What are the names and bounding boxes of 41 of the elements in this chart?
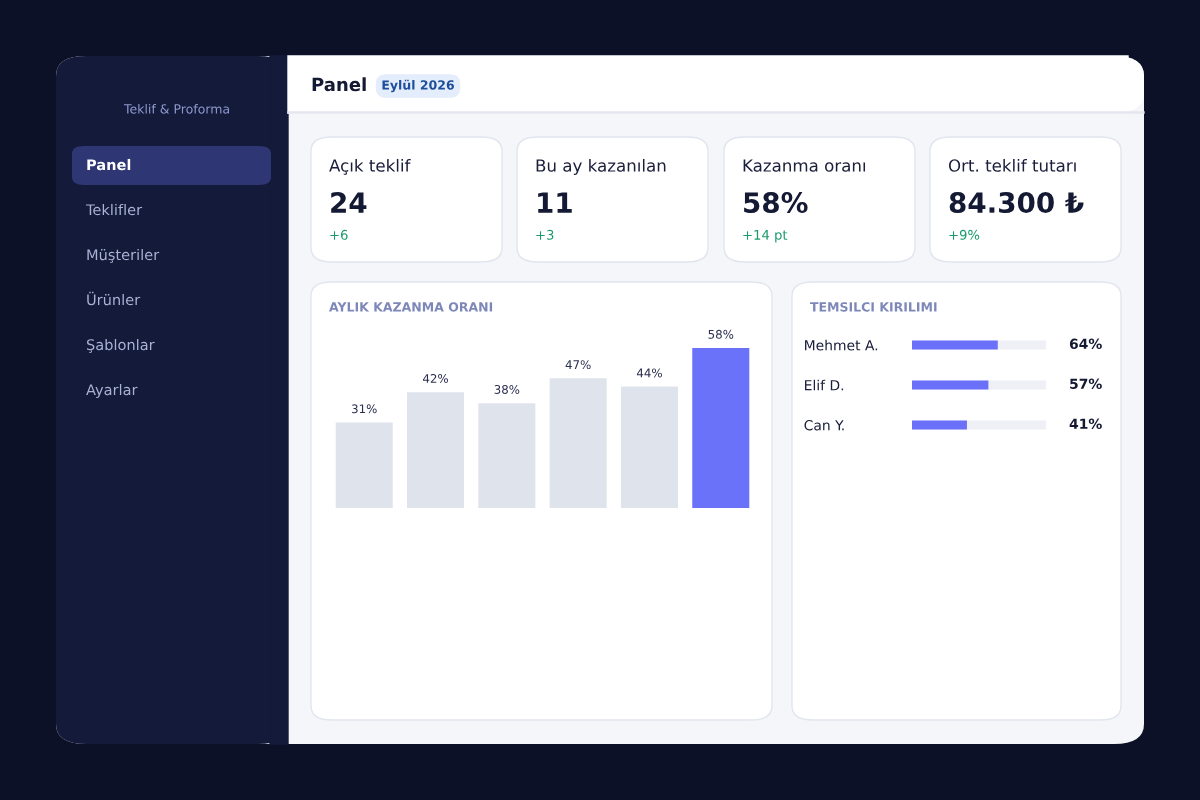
data-label: 42% — [422, 373, 448, 383]
data-label: 31% — [352, 404, 377, 414]
text: Müşteriler — [87, 248, 160, 263]
text: Eylül 2026 — [382, 79, 454, 93]
text: Panel — [87, 158, 131, 171]
text: +3 — [536, 229, 554, 240]
text: Şablonlar — [86, 338, 155, 353]
text: +14 pt — [743, 230, 788, 243]
text: Ayarlar — [86, 383, 138, 399]
data-label: 38% — [494, 385, 520, 394]
data-label: 44% — [636, 368, 662, 378]
data-label: 41% — [1069, 418, 1102, 430]
text: Açık teklif — [329, 158, 411, 175]
bar — [335, 422, 393, 508]
y-tick-label: Elif D. — [805, 379, 844, 391]
y-tick-label: Can Y. — [804, 419, 844, 431]
text: Teklifler — [85, 203, 143, 216]
text: Teklif & Proforma — [123, 103, 229, 114]
text: +6 — [330, 229, 348, 240]
chart-title: TEMSILCI KIRILIMI — [810, 302, 937, 312]
text: 11 — [538, 192, 572, 213]
text: Kazanma oranı — [743, 159, 866, 172]
bar — [407, 392, 465, 508]
text: 84.300 ₺ — [949, 192, 1084, 214]
data-label: 47% — [565, 360, 591, 370]
text: Ort. teklif tutarı — [948, 158, 1076, 172]
data-label: 58% — [708, 329, 734, 339]
text: Bu ay kazanılan — [536, 158, 666, 176]
data-label: 57% — [1070, 378, 1102, 390]
bar — [549, 378, 607, 508]
text: 58% — [744, 192, 808, 214]
bar — [692, 348, 750, 508]
chart-title: AYLIK KAZANMA ORANI — [329, 302, 493, 312]
text: +9% — [949, 229, 980, 240]
data-label: 64% — [1069, 338, 1102, 350]
bar — [620, 386, 678, 508]
text: Panel — [312, 77, 366, 92]
text: 24 — [331, 192, 367, 213]
bar — [478, 403, 536, 508]
text: Ürünler — [87, 291, 141, 306]
y-tick-label: Mehmet A. — [805, 339, 878, 351]
